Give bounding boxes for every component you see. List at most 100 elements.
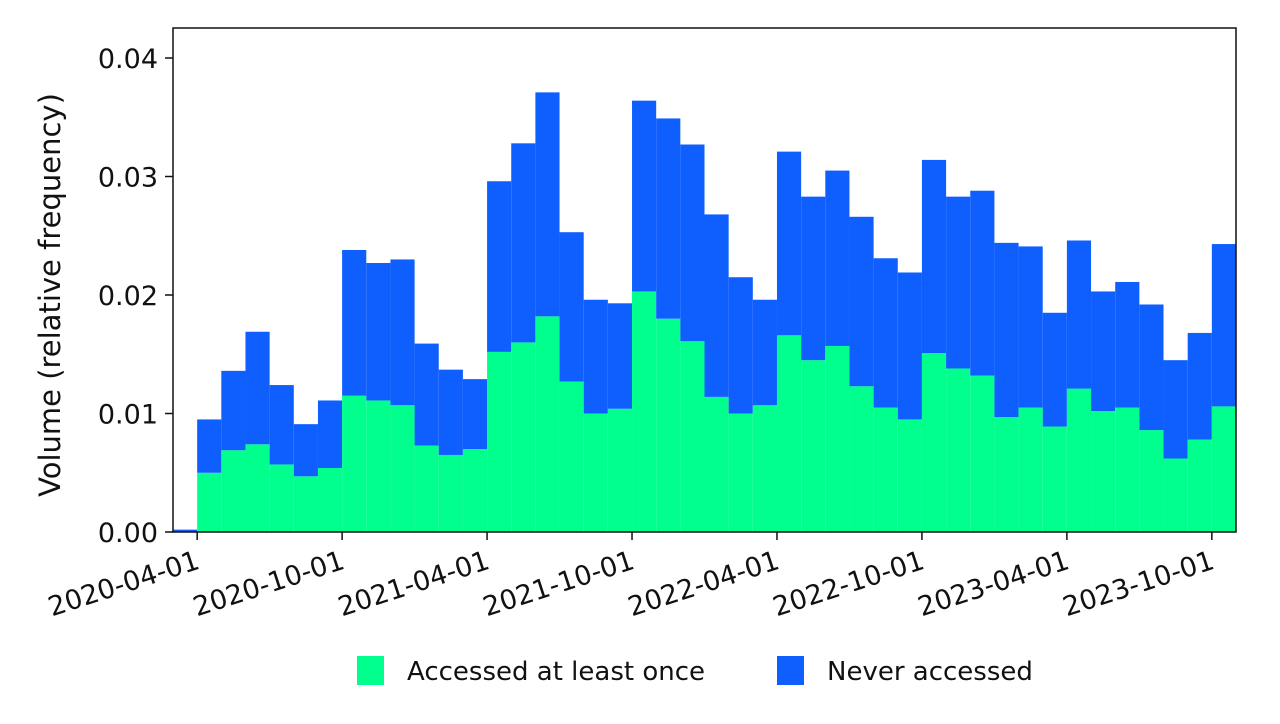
bar-never-accessed-2021-12-01 [680, 144, 705, 342]
y-tick-label: 0.00 [98, 518, 158, 549]
bar-accessed-2020-06-01 [245, 444, 270, 532]
bar-never-accessed-2023-07-01 [1139, 304, 1164, 431]
bar-accessed-2023-07-01 [1139, 430, 1164, 532]
bar-accessed-2021-03-01 [462, 449, 488, 532]
bar-accessed-2021-10-01 [632, 291, 657, 532]
bar-accessed-2023-05-01 [1091, 411, 1116, 532]
y-tick-label: 0.03 [98, 163, 158, 194]
bar-never-accessed-2021-06-01 [535, 92, 560, 317]
bar-accessed-2021-02-01 [438, 454, 463, 532]
bar-accessed-2023-08-01 [1163, 458, 1188, 532]
bar-never-accessed-2023-09-01 [1187, 332, 1212, 440]
bar-never-accessed-2023-01-01 [994, 242, 1019, 418]
bar-accessed-2022-05-01 [801, 360, 826, 532]
bar-never-accessed-2021-07-01 [559, 232, 584, 382]
bar-never-accessed-2022-07-01 [849, 216, 874, 387]
bar-accessed-2021-01-01 [414, 445, 439, 532]
bar-accessed-2021-11-01 [656, 318, 681, 532]
bar-never-accessed-2021-10-01 [632, 100, 657, 292]
bar-accessed-2022-10-01 [921, 353, 947, 532]
x-tick-label: 2020-04-01 [45, 545, 204, 623]
bar-never-accessed-2020-06-01 [245, 331, 270, 445]
x-tick-label: 2023-04-01 [914, 545, 1073, 623]
bar-accessed-2020-05-01 [221, 450, 246, 532]
bar-never-accessed-2021-02-01 [438, 369, 463, 455]
bar-accessed-2023-06-01 [1115, 407, 1140, 532]
bar-never-accessed-2022-02-01 [728, 277, 753, 414]
bar-accessed-2022-01-01 [704, 396, 729, 532]
bar-never-accessed-2020-03-01 [173, 529, 198, 532]
bar-accessed-2022-02-01 [728, 413, 753, 532]
bar-accessed-2021-09-01 [607, 408, 633, 532]
bar-never-accessed-2020-04-01 [197, 419, 222, 473]
bar-never-accessed-2023-06-01 [1115, 281, 1140, 408]
bar-accessed-2023-09-01 [1187, 439, 1212, 532]
bars-layer [173, 92, 1236, 532]
x-tick-label: 2023-10-01 [1059, 545, 1218, 623]
bar-accessed-2023-03-01 [1042, 426, 1067, 532]
x-tick-label: 2021-10-01 [479, 545, 638, 623]
bar-never-accessed-2023-08-01 [1163, 360, 1188, 459]
y-tick-label: 0.04 [98, 44, 158, 75]
bar-never-accessed-2023-02-01 [1018, 246, 1043, 408]
bar-accessed-2022-12-01 [970, 375, 995, 532]
x-tick-label: 2020-10-01 [189, 545, 348, 623]
bar-accessed-2022-07-01 [849, 386, 874, 532]
y-axis-label: Volume (relative frequency) [33, 93, 67, 497]
bar-never-accessed-2021-01-01 [414, 343, 439, 446]
plot-frame [172, 27, 1237, 533]
x-tick-label: 2022-04-01 [624, 545, 783, 623]
bar-accessed-2021-12-01 [680, 341, 705, 532]
legend-swatch [357, 656, 384, 685]
bar-accessed-2022-11-01 [946, 368, 971, 532]
y-axis: 0.00 0.01 0.02 0.03 0.04 [98, 44, 173, 549]
bar-never-accessed-2021-09-01 [607, 303, 633, 409]
bar-never-accessed-2020-08-01 [293, 424, 318, 477]
bar-accessed-2022-03-01 [752, 405, 777, 532]
bar-accessed-2020-11-01 [366, 400, 391, 532]
bar-never-accessed-2021-03-01 [462, 379, 488, 450]
bar-never-accessed-2022-08-01 [873, 258, 898, 408]
bar-accessed-2022-06-01 [825, 345, 850, 532]
x-tick-label: 2022-10-01 [769, 545, 928, 623]
bar-never-accessed-2020-09-01 [317, 400, 343, 469]
bar-accessed-2023-10-01 [1211, 406, 1236, 532]
bar-accessed-2021-06-01 [535, 316, 560, 532]
bar-never-accessed-2020-10-01 [342, 249, 367, 396]
bar-accessed-2022-08-01 [873, 407, 898, 532]
bar-accessed-2023-01-01 [994, 417, 1019, 532]
bar-never-accessed-2021-11-01 [656, 118, 681, 319]
bar-never-accessed-2020-11-01 [366, 263, 391, 401]
bar-accessed-2020-10-01 [342, 395, 367, 532]
bar-never-accessed-2020-07-01 [269, 385, 294, 465]
bar-accessed-2022-04-01 [776, 335, 802, 532]
bar-accessed-2021-05-01 [511, 342, 536, 532]
bar-accessed-2021-04-01 [487, 351, 512, 532]
bar-never-accessed-2023-04-01 [1066, 240, 1092, 389]
bar-accessed-2021-07-01 [559, 381, 584, 532]
bar-never-accessed-2020-05-01 [221, 370, 246, 451]
bar-never-accessed-2022-12-01 [970, 190, 995, 376]
bar-accessed-2022-09-01 [897, 419, 922, 532]
bar-accessed-2020-12-01 [390, 405, 415, 532]
bar-never-accessed-2022-09-01 [897, 272, 922, 420]
bar-accessed-2020-08-01 [293, 476, 318, 532]
y-tick-label: 0.02 [98, 281, 158, 312]
bar-accessed-2020-09-01 [317, 468, 343, 532]
bar-never-accessed-2022-10-01 [921, 159, 947, 354]
bar-never-accessed-2022-05-01 [801, 196, 826, 361]
y-tick-label: 0.01 [98, 400, 158, 431]
bar-never-accessed-2022-04-01 [776, 151, 802, 336]
legend-swatch [777, 656, 804, 685]
bar-never-accessed-2023-10-01 [1211, 244, 1236, 407]
bar-accessed-2020-04-01 [197, 472, 222, 532]
bar-accessed-2020-07-01 [269, 464, 294, 532]
bar-never-accessed-2023-05-01 [1091, 291, 1116, 412]
legend-label: Never accessed [827, 657, 1033, 687]
legend-label: Accessed at least once [407, 657, 705, 687]
x-tick-label: 2021-04-01 [334, 545, 493, 623]
bar-never-accessed-2021-05-01 [511, 143, 536, 343]
bar-never-accessed-2022-03-01 [752, 299, 777, 406]
bar-never-accessed-2022-11-01 [946, 196, 971, 369]
